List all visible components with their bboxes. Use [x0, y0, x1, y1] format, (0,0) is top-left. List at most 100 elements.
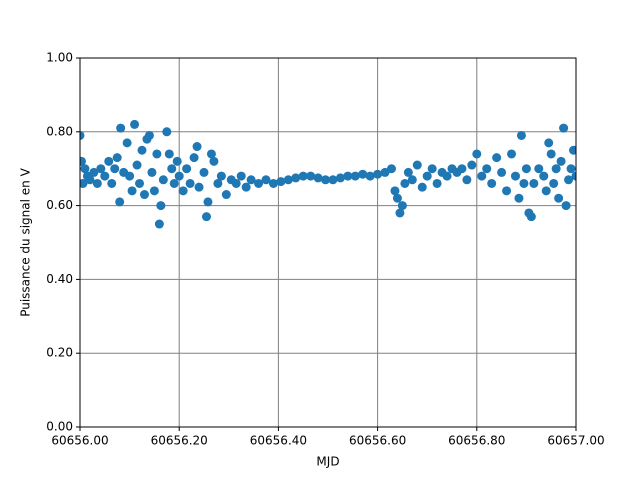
point — [130, 119, 140, 129]
y-tick-label: 0.00 — [46, 420, 73, 434]
point — [422, 171, 432, 181]
point — [350, 171, 360, 181]
point — [132, 160, 142, 170]
point — [365, 171, 375, 181]
point — [149, 186, 159, 196]
point — [386, 164, 396, 174]
ticks: 60656.00 60656.20 60656.40 60656.60 60656.80… — [46, 51, 604, 448]
point — [115, 197, 125, 207]
point — [502, 186, 512, 196]
point — [261, 175, 271, 185]
point — [135, 178, 145, 188]
point — [516, 130, 526, 140]
point — [283, 175, 293, 185]
point — [201, 212, 211, 222]
point — [554, 193, 564, 203]
point — [467, 160, 477, 170]
point — [167, 164, 177, 174]
point — [546, 149, 556, 159]
point — [221, 190, 231, 200]
point — [482, 164, 492, 174]
point — [154, 219, 164, 229]
point — [544, 138, 554, 148]
point — [400, 178, 410, 188]
point — [566, 164, 576, 174]
point — [189, 153, 199, 163]
point — [529, 178, 539, 188]
point — [507, 149, 517, 159]
plot-frame — [79, 57, 577, 428]
point — [192, 142, 202, 152]
point — [541, 186, 551, 196]
point — [487, 178, 497, 188]
point — [313, 173, 323, 183]
point — [549, 178, 559, 188]
point — [392, 193, 402, 203]
point — [172, 156, 182, 166]
point — [407, 175, 417, 185]
grid — [79, 57, 577, 428]
point — [116, 123, 126, 133]
point — [519, 178, 529, 188]
point — [561, 201, 571, 211]
point — [182, 164, 192, 174]
point — [112, 153, 122, 163]
point — [556, 156, 566, 166]
y-axis-label: Puissance du signal en V — [19, 167, 33, 316]
point — [209, 156, 219, 166]
point — [178, 186, 188, 196]
point — [122, 138, 132, 148]
point — [306, 171, 316, 181]
point — [276, 177, 286, 187]
point — [510, 171, 520, 181]
point — [169, 178, 179, 188]
point — [397, 201, 407, 211]
point — [216, 171, 226, 181]
point — [526, 212, 536, 222]
point — [137, 145, 147, 155]
point — [174, 171, 184, 181]
point — [107, 178, 117, 188]
point — [514, 193, 524, 203]
point — [164, 149, 174, 159]
point — [559, 123, 569, 133]
x-tick-label: 60656.80 — [448, 434, 505, 448]
point — [156, 201, 166, 211]
point — [203, 197, 213, 207]
point — [80, 130, 85, 140]
x-tick-label: 60656.00 — [51, 434, 108, 448]
point — [162, 127, 172, 137]
point — [110, 164, 120, 174]
x-tick-label: 60657.00 — [547, 434, 604, 448]
point — [213, 178, 223, 188]
point — [298, 171, 308, 181]
point — [432, 178, 442, 188]
y-tick-label: 0.40 — [46, 272, 73, 286]
y-tick-label: 1.00 — [46, 51, 73, 65]
point — [80, 178, 88, 188]
point — [231, 178, 241, 188]
point — [539, 171, 549, 181]
point — [100, 171, 110, 181]
point — [571, 171, 576, 181]
point — [199, 167, 209, 177]
point — [104, 156, 114, 166]
point — [403, 167, 413, 177]
point — [241, 182, 251, 192]
point — [92, 178, 102, 188]
point — [185, 178, 195, 188]
point — [147, 167, 157, 177]
point — [358, 169, 368, 179]
x-axis-label: MJD — [316, 455, 339, 469]
point — [254, 178, 264, 188]
point — [390, 186, 400, 196]
point — [442, 171, 452, 181]
point — [335, 173, 345, 183]
point — [417, 182, 427, 192]
y-tick-label: 0.60 — [46, 198, 73, 212]
point — [268, 178, 278, 188]
point — [412, 160, 422, 170]
point — [246, 175, 256, 185]
point — [569, 145, 576, 155]
point — [427, 164, 437, 174]
